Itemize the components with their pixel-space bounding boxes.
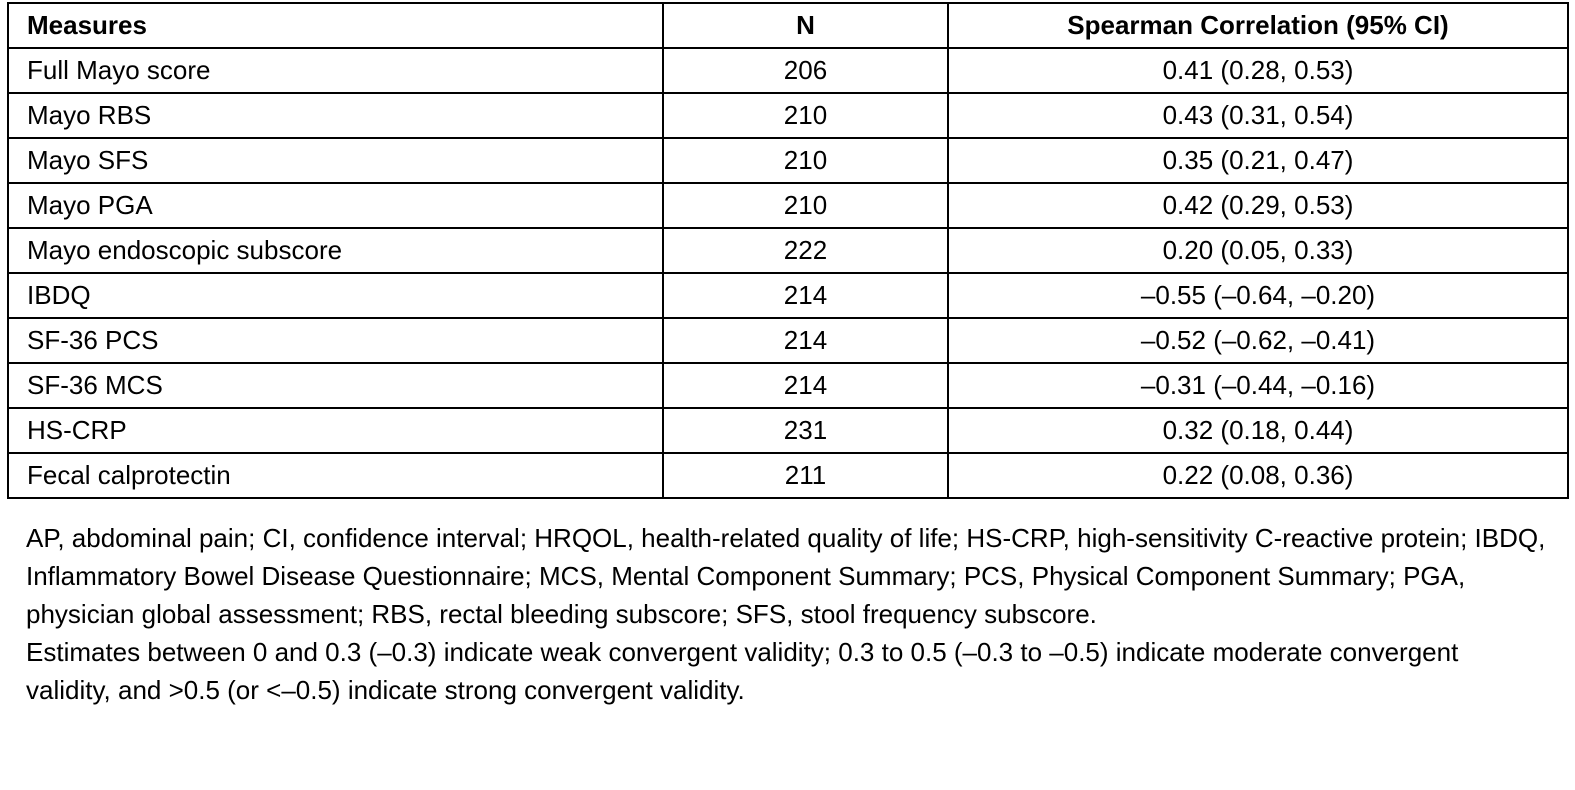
cell-measure: Fecal calprotectin [7,452,664,499]
cell-correlation: –0.52 (–0.62, –0.41) [947,317,1569,364]
correlation-table: Measures N Spearman Correlation (95% CI)… [7,2,1569,499]
table-body: Full Mayo score 206 0.41 (0.28, 0.53) Mayo … [7,47,1569,499]
cell-measure: IBDQ [7,272,664,319]
cell-measure: Mayo PGA [7,182,664,229]
cell-n: 210 [662,92,949,139]
table-row: HS-CRP 231 0.32 (0.18, 0.44) [7,407,1569,454]
cell-n: 210 [662,137,949,184]
cell-measure: SF-36 PCS [7,317,664,364]
cell-correlation: 0.41 (0.28, 0.53) [947,47,1569,94]
table-row: Mayo SFS 210 0.35 (0.21, 0.47) [7,137,1569,184]
cell-correlation: 0.20 (0.05, 0.33) [947,227,1569,274]
table-row: Mayo PGA 210 0.42 (0.29, 0.53) [7,182,1569,229]
table-row: SF-36 MCS 214 –0.31 (–0.44, –0.16) [7,362,1569,409]
cell-correlation: 0.43 (0.31, 0.54) [947,92,1569,139]
cell-n: 214 [662,362,949,409]
footnote-abbreviations: AP, abdominal pain; CI, confidence inter… [26,523,1546,629]
table-row: Fecal calprotectin 211 0.22 (0.08, 0.36) [7,452,1569,499]
cell-measure: HS-CRP [7,407,664,454]
cell-n: 214 [662,272,949,319]
table-footnotes: AP, abdominal pain; CI, confidence inter… [26,519,1546,709]
cell-measure: Full Mayo score [7,47,664,94]
cell-n: 222 [662,227,949,274]
cell-measure: Mayo endoscopic subscore [7,227,664,274]
table-row: Mayo RBS 210 0.43 (0.31, 0.54) [7,92,1569,139]
header-n: N [662,2,949,49]
cell-correlation: –0.55 (–0.64, –0.20) [947,272,1569,319]
table-row: IBDQ 214 –0.55 (–0.64, –0.20) [7,272,1569,319]
cell-correlation: 0.32 (0.18, 0.44) [947,407,1569,454]
header-measures: Measures [7,2,664,49]
cell-correlation: –0.31 (–0.44, –0.16) [947,362,1569,409]
table-row: Full Mayo score 206 0.41 (0.28, 0.53) [7,47,1569,94]
cell-n: 214 [662,317,949,364]
cell-n: 210 [662,182,949,229]
table-row: Mayo endoscopic subscore 222 0.20 (0.05, 0… [7,227,1569,274]
table-header-row: Measures N Spearman Correlation (95% CI) [7,2,1569,49]
cell-n: 206 [662,47,949,94]
table-row: SF-36 PCS 214 –0.52 (–0.62, –0.41) [7,317,1569,364]
header-spearman-correlation: Spearman Correlation (95% CI) [947,2,1569,49]
cell-correlation: 0.42 (0.29, 0.53) [947,182,1569,229]
cell-measure: Mayo RBS [7,92,664,139]
cell-measure: Mayo SFS [7,137,664,184]
cell-n: 211 [662,452,949,499]
cell-correlation: 0.22 (0.08, 0.36) [947,452,1569,499]
cell-n: 231 [662,407,949,454]
cell-measure: SF-36 MCS [7,362,664,409]
cell-correlation: 0.35 (0.21, 0.47) [947,137,1569,184]
footnote-interpretation: Estimates between 0 and 0.3 (–0.3) indic… [26,637,1459,705]
